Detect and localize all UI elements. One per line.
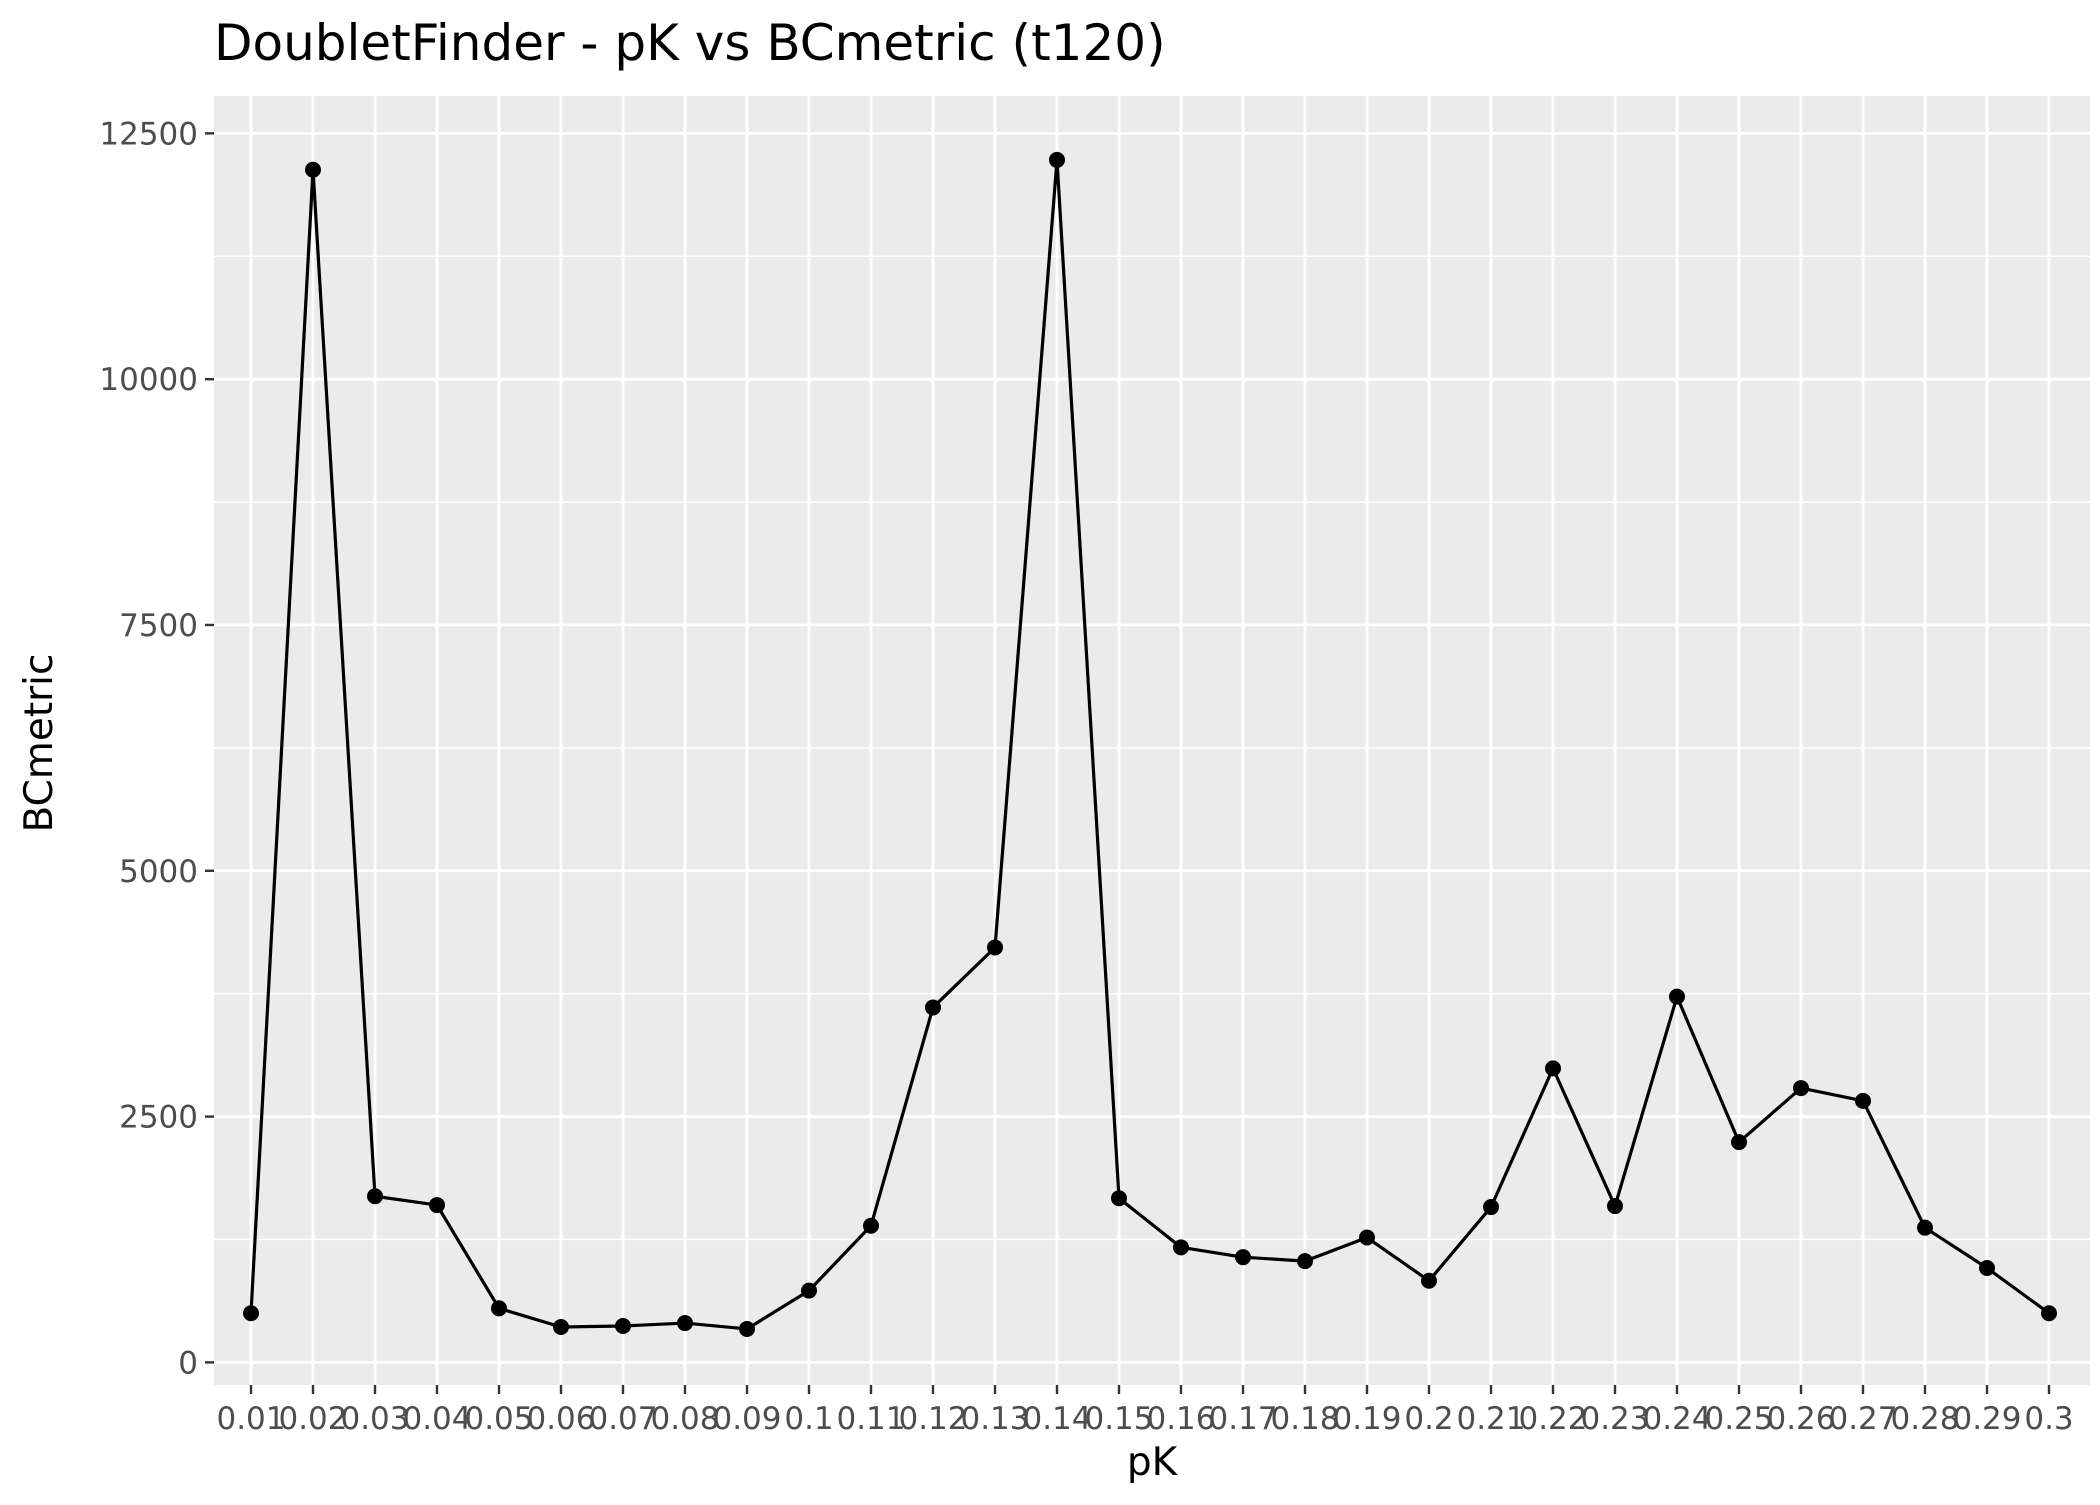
- x-tick-label: 0.01: [216, 1401, 285, 1437]
- data-point: [801, 1282, 817, 1299]
- series-line: [249, 158, 2050, 1331]
- x-tick-label: 0.29: [1952, 1401, 2021, 1437]
- axis-ticks: [205, 132, 2051, 1394]
- data-point: [1297, 1253, 1313, 1270]
- data-point: [1173, 1239, 1189, 1256]
- x-tick-label: 0.17: [1208, 1401, 1277, 1437]
- data-point: [553, 1318, 569, 1335]
- x-tick-label: 0.28: [1890, 1401, 1959, 1437]
- data-point: [1607, 1198, 1623, 1215]
- x-tick-label: 0.25: [1704, 1401, 1773, 1437]
- x-axis-title: pK: [1127, 1440, 1179, 1485]
- data-point: [677, 1315, 693, 1332]
- data-point: [1669, 988, 1685, 1005]
- data-point: [1111, 1190, 1127, 1207]
- data-point: [1917, 1219, 1933, 1236]
- x-tick-label: 0.19: [1332, 1401, 1401, 1437]
- plot-panel: [214, 96, 2090, 1385]
- x-tick-label: 0.03: [340, 1401, 409, 1437]
- x-tick-labels: 0.010.020.030.040.050.060.070.080.09 0.1 0…: [216, 1401, 2073, 1437]
- data-point: [1483, 1199, 1499, 1216]
- chart-title: DoubletFinder - pK vs BCmetric (t120): [214, 14, 1166, 72]
- data-point: [305, 161, 321, 178]
- y-tick-label: 12500: [99, 116, 198, 152]
- x-tick-label: 0.11: [836, 1401, 905, 1437]
- x-tick-label: 0.24: [1642, 1401, 1711, 1437]
- y-axis-title: BCmetric: [17, 654, 62, 833]
- data-point: [243, 1305, 259, 1322]
- x-tick-label: 0.06: [526, 1401, 595, 1437]
- data-point: [987, 939, 1003, 956]
- data-point: [1049, 151, 1065, 168]
- x-tick-label: 0.18: [1270, 1401, 1339, 1437]
- data-point: [1421, 1272, 1437, 1289]
- series-layer: [243, 151, 2057, 1337]
- y-tick-labels: 0 2500 5000 7500 10000 12500: [99, 116, 198, 1381]
- y-tick-label: 10000: [99, 362, 198, 398]
- y-tick-label: 7500: [119, 608, 198, 644]
- data-point: [1979, 1259, 1995, 1276]
- x-tick-label: 0.09: [712, 1401, 781, 1437]
- data-point: [863, 1217, 879, 1234]
- x-tick-label: 0.16: [1146, 1401, 1215, 1437]
- data-point: [1235, 1249, 1251, 1266]
- x-tick-label: 0.14: [1022, 1401, 1091, 1437]
- y-tick-label: 5000: [119, 854, 198, 890]
- data-point: [739, 1320, 755, 1337]
- x-tick-label: 0.12: [898, 1401, 967, 1437]
- data-point: [1359, 1229, 1375, 1246]
- data-point: [367, 1188, 383, 1205]
- data-point: [2041, 1305, 2057, 1322]
- y-tick-label: 0: [178, 1345, 198, 1381]
- x-tick-label: 0.27: [1828, 1401, 1897, 1437]
- x-tick-label: 0.26: [1766, 1401, 1835, 1437]
- data-point: [1731, 1134, 1747, 1151]
- data-point: [1793, 1080, 1809, 1097]
- x-tick-label: 0.02: [278, 1401, 347, 1437]
- data-point: [615, 1318, 631, 1335]
- data-point: [1855, 1092, 1871, 1109]
- x-tick-label: 0.2: [1404, 1401, 1453, 1437]
- x-tick-label: 0.22: [1518, 1401, 1587, 1437]
- data-point: [491, 1300, 507, 1317]
- x-tick-label: 0.15: [1084, 1401, 1153, 1437]
- x-tick-label: 0.07: [588, 1401, 657, 1437]
- minor-gridlines: [214, 255, 2090, 1241]
- x-tick-label: 0.3: [2024, 1401, 2073, 1437]
- data-point: [1545, 1060, 1561, 1077]
- x-tick-label: 0.23: [1580, 1401, 1649, 1437]
- x-tick-label: 0.13: [960, 1401, 1029, 1437]
- x-tick-label: 0.08: [650, 1401, 719, 1437]
- x-tick-label: 0.04: [402, 1401, 471, 1437]
- data-point: [429, 1197, 445, 1214]
- y-tick-label: 2500: [119, 1100, 198, 1136]
- data-point: [925, 999, 941, 1016]
- x-tick-label: 0.1: [784, 1401, 833, 1437]
- x-tick-label: 0.21: [1456, 1401, 1525, 1437]
- x-tick-label: 0.05: [464, 1401, 533, 1437]
